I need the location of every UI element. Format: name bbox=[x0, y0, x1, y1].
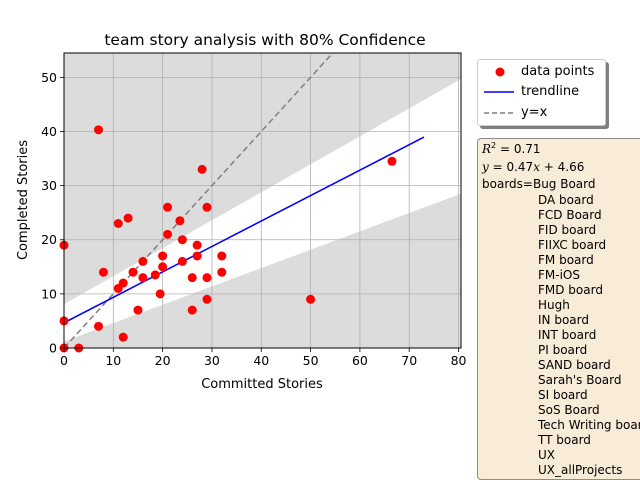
x-tick-label: 30 bbox=[204, 353, 220, 368]
data-point bbox=[158, 262, 168, 272]
red-dot-marker-icon bbox=[495, 67, 505, 77]
legend-label: data points bbox=[521, 64, 595, 79]
board-item: Sarah's Board bbox=[538, 373, 622, 387]
confidence-band bbox=[64, 53, 461, 348]
data-point bbox=[177, 235, 187, 245]
board-item: SAND board bbox=[538, 358, 611, 372]
board-item: FM-iOS bbox=[538, 268, 580, 282]
data-point bbox=[128, 267, 138, 277]
data-point bbox=[150, 270, 160, 280]
y-tick-label: 40 bbox=[41, 124, 57, 139]
data-point bbox=[202, 202, 212, 212]
data-point bbox=[387, 156, 397, 166]
r-squared-text: R2 = 0.71 bbox=[482, 141, 541, 157]
legend-entry-identity: y=x bbox=[478, 103, 605, 123]
y-axis-label: Completed Stories bbox=[16, 140, 31, 260]
x-tick-label: 0 bbox=[60, 353, 68, 368]
axes-border bbox=[63, 52, 462, 349]
band-upper-region bbox=[64, 53, 461, 305]
data-point bbox=[113, 219, 123, 229]
data-point bbox=[175, 216, 185, 226]
y-tick-label: 20 bbox=[41, 232, 57, 247]
board-item: INT board bbox=[538, 328, 597, 342]
data-point bbox=[94, 125, 104, 135]
x-tick-label: 70 bbox=[401, 353, 417, 368]
board-item: SI board bbox=[538, 388, 588, 402]
data-point bbox=[192, 251, 202, 261]
data-point bbox=[118, 332, 128, 342]
dashed-line-icon bbox=[484, 112, 514, 114]
data-point bbox=[158, 251, 168, 261]
legend-entry-trendline: trendline bbox=[478, 82, 605, 102]
data-point bbox=[163, 229, 173, 239]
trendline bbox=[64, 136, 425, 324]
x-tick-label: 40 bbox=[253, 353, 269, 368]
y-tick-label: 50 bbox=[41, 70, 57, 85]
data-point bbox=[118, 278, 128, 288]
band-lower-region bbox=[64, 193, 461, 348]
board-item: Hugh bbox=[538, 298, 570, 312]
x-tick-label: 60 bbox=[352, 353, 368, 368]
legend-label: trendline bbox=[521, 84, 580, 99]
data-point bbox=[187, 305, 197, 315]
data-point bbox=[197, 164, 207, 174]
data-point bbox=[163, 202, 173, 212]
data-point bbox=[155, 289, 165, 299]
data-point bbox=[138, 256, 148, 266]
board-item: FMD board bbox=[538, 283, 603, 297]
data-point bbox=[202, 273, 212, 283]
board-item: DA board bbox=[538, 193, 594, 207]
data-point bbox=[202, 294, 212, 304]
equation-text: y = 0.47x + 4.66 bbox=[482, 160, 585, 174]
y-tick-label: 30 bbox=[41, 178, 57, 193]
data-point bbox=[217, 267, 227, 277]
legend: data points trendline y=x bbox=[477, 59, 606, 126]
boards-label: boards=Bug Board bbox=[482, 177, 596, 191]
board-item: FCD Board bbox=[538, 208, 602, 222]
x-tick-label: 10 bbox=[105, 353, 121, 368]
data-point bbox=[133, 305, 143, 315]
y-tick-label: 10 bbox=[41, 286, 57, 301]
x-tick-label: 20 bbox=[155, 353, 171, 368]
data-point bbox=[192, 240, 202, 250]
x-tick-label: 50 bbox=[303, 353, 319, 368]
blue-line-icon bbox=[484, 91, 514, 93]
board-item: UX_allProjects bbox=[538, 463, 623, 477]
board-item: Tech Writing board bbox=[538, 418, 640, 432]
y-tick-label: 0 bbox=[49, 341, 57, 356]
data-point bbox=[138, 273, 148, 283]
axes-frame bbox=[63, 52, 462, 349]
data-point bbox=[94, 321, 104, 331]
board-item: TT board bbox=[538, 433, 591, 447]
data-point bbox=[187, 273, 197, 283]
board-item: SoS Board bbox=[538, 403, 600, 417]
board-item: FM board bbox=[538, 253, 594, 267]
x-tick-label: 80 bbox=[451, 353, 467, 368]
board-item: PI board bbox=[538, 343, 588, 357]
chart-title: team story analysis with 80% Confidence bbox=[104, 31, 425, 49]
y-axis-ticks: 0 10 20 30 40 50 bbox=[41, 70, 64, 356]
data-point bbox=[177, 256, 187, 266]
stats-panel: R2 = 0.71 y = 0.47x + 4.66 boards=Bug Bo… bbox=[477, 138, 640, 480]
data-point bbox=[98, 267, 108, 277]
board-item: FID board bbox=[538, 223, 597, 237]
data-point bbox=[123, 213, 133, 223]
x-axis-ticks: 0 10 20 30 40 50 60 70 80 bbox=[60, 348, 467, 368]
data-point bbox=[217, 251, 227, 261]
legend-entry-data-points: data points bbox=[478, 62, 605, 82]
legend-label: y=x bbox=[521, 105, 548, 120]
board-item: UX bbox=[538, 448, 556, 462]
board-item: IN board bbox=[538, 313, 589, 327]
fit-lines bbox=[64, 53, 425, 348]
x-axis-label: Committed Stories bbox=[201, 377, 323, 392]
grid-lines bbox=[63, 53, 461, 349]
board-item: FIIXC board bbox=[538, 238, 607, 252]
data-point bbox=[306, 294, 316, 304]
